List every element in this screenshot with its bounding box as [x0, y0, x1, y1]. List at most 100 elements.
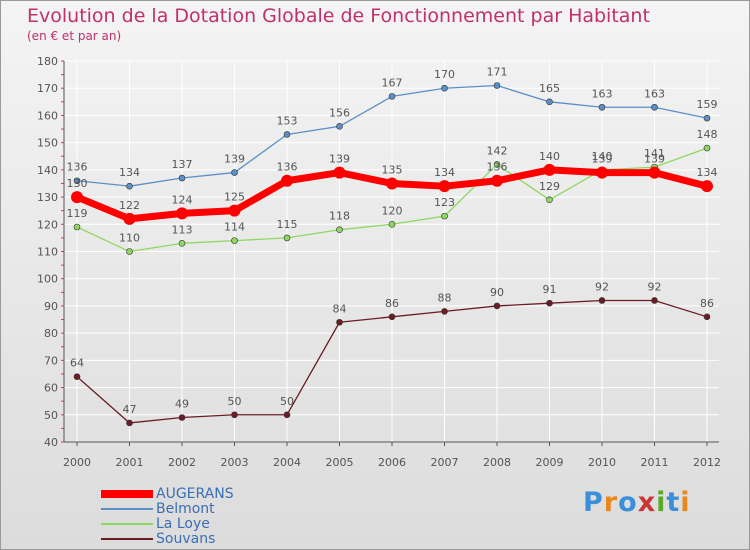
x-tick-label-2005: 2005 — [326, 456, 354, 469]
point-augerans-2008 — [491, 174, 503, 187]
x-tick-label-2011: 2011 — [641, 456, 669, 469]
data-label-souvans-2005: 84 — [333, 302, 347, 315]
y-tick-label-170: 170 — [37, 82, 58, 95]
point-belmont-2012 — [703, 114, 711, 122]
y-tick-label-180: 180 — [37, 55, 58, 68]
point-souvans-2002 — [178, 414, 186, 421]
point-souvans-2008 — [493, 302, 501, 310]
data-label-la-loye-2000: 119 — [67, 207, 88, 220]
logo-letter: r — [603, 487, 619, 518]
data-label-belmont-2001: 134 — [119, 166, 140, 179]
y-tick-label-130: 130 — [37, 191, 58, 204]
y-tick-label-150: 150 — [37, 137, 58, 150]
point-souvans-2005 — [336, 318, 343, 326]
axis-layer: 40 50 60 70 80 90 100 110 120 130 140 150 160 170 180 2… — [37, 55, 721, 469]
legend-swatch-souvans — [101, 538, 153, 540]
x-tick-label-2002: 2002 — [168, 456, 196, 469]
data-label-la-loye-2008: 142 — [487, 144, 508, 157]
data-label-la-loye-2003: 114 — [224, 221, 245, 234]
data-label-souvans-2000: 64 — [70, 357, 84, 370]
data-label-belmont-2011: 163 — [644, 87, 665, 100]
grid-layer — [64, 60, 719, 443]
legend-label-belmont: Belmont — [156, 501, 215, 517]
data-label-souvans-2007: 88 — [438, 291, 452, 304]
data-label-souvans-2008: 90 — [490, 286, 504, 299]
y-tick-label-50: 50 — [44, 409, 58, 422]
point-belmont-2000 — [73, 177, 81, 185]
data-label-souvans-2012: 86 — [700, 297, 714, 310]
point-augerans-2012 — [701, 180, 713, 193]
point-belmont-2009 — [546, 98, 553, 106]
logo-letter: t — [666, 487, 681, 518]
point-augerans-2002 — [176, 207, 188, 220]
point-augerans-2004 — [281, 174, 293, 187]
data-label-augerans-2008: 136 — [487, 161, 508, 174]
point-augerans-2000 — [71, 191, 83, 204]
data-label-belmont-2010: 163 — [592, 87, 613, 100]
data-label-augerans-2003: 125 — [224, 191, 245, 204]
data-label-augerans-2002: 124 — [172, 193, 193, 206]
x-tick-label-2000: 2000 — [63, 456, 91, 469]
point-belmont-2003 — [231, 169, 238, 176]
data-label-belmont-2007: 170 — [434, 68, 455, 81]
point-la-loye-2007 — [441, 212, 448, 220]
y-tick-label-110: 110 — [37, 246, 58, 259]
data-label-la-loye-2004: 115 — [277, 218, 298, 231]
point-belmont-2007 — [441, 84, 448, 92]
proxiti-logo: Proxiti — [583, 487, 691, 518]
point-belmont-2008 — [493, 82, 501, 89]
point-souvans-2010 — [598, 297, 606, 304]
data-label-souvans-2002: 49 — [175, 398, 189, 411]
point-la-loye-2012 — [703, 144, 711, 152]
point-la-loye-2003 — [231, 237, 238, 244]
legend-swatch-belmont — [101, 508, 153, 510]
data-label-la-loye-2005: 118 — [329, 210, 350, 223]
point-souvans-2000 — [73, 373, 81, 380]
x-tick-label-2010: 2010 — [588, 456, 616, 469]
y-tick-label-160: 160 — [37, 109, 58, 122]
point-augerans-2006 — [386, 177, 398, 190]
point-souvans-2007 — [441, 308, 448, 315]
data-label-la-loye-2007: 123 — [434, 196, 455, 209]
data-label-souvans-2004: 50 — [280, 395, 294, 408]
y-tick-label-90: 90 — [44, 300, 58, 313]
data-label-la-loye-2002: 113 — [172, 223, 193, 236]
y-tick-label-80: 80 — [44, 327, 58, 340]
data-label-la-loye-2006: 120 — [382, 204, 403, 217]
data-label-augerans-2012: 134 — [697, 166, 718, 179]
data-label-la-loye-2009: 129 — [539, 180, 560, 193]
data-label-belmont-2000: 136 — [67, 161, 88, 174]
legend-label-la-loye: La Loye — [156, 516, 210, 532]
y-tick-label-40: 40 — [44, 436, 58, 449]
data-label-augerans-2009: 140 — [539, 150, 560, 163]
x-tick-label-2012: 2012 — [693, 456, 721, 469]
data-label-layer: 64 47 49 50 50 84 86 88 90 91 92 92 86 119 110 113 114 11… — [67, 65, 718, 415]
point-augerans-2003 — [228, 204, 241, 217]
data-label-augerans-2001: 122 — [119, 199, 140, 212]
data-label-augerans-2006: 135 — [382, 163, 403, 176]
point-souvans-2006 — [388, 313, 396, 321]
data-label-belmont-2003: 139 — [224, 153, 245, 166]
x-tick-label-2007: 2007 — [431, 456, 459, 469]
point-la-loye-2001 — [126, 248, 133, 255]
y-tick-label-120: 120 — [37, 218, 58, 231]
data-label-souvans-2003: 50 — [228, 395, 242, 408]
data-label-augerans-2010: 139 — [592, 153, 613, 166]
data-label-belmont-2002: 137 — [172, 158, 193, 171]
point-souvans-2003 — [231, 411, 238, 419]
logo-letter: x — [637, 487, 657, 518]
x-tick-label-2006: 2006 — [378, 456, 406, 469]
legend-label-augerans: AUGERANS — [156, 486, 234, 502]
point-la-loye-2004 — [283, 234, 291, 242]
data-label-souvans-2006: 86 — [385, 297, 399, 310]
point-la-loye-2009 — [546, 196, 553, 204]
logo-letter: P — [583, 487, 604, 518]
data-label-augerans-2005: 139 — [329, 153, 350, 166]
y-tick-label-60: 60 — [44, 382, 58, 395]
point-augerans-2010 — [596, 166, 608, 179]
x-tick-label-2009: 2009 — [536, 456, 564, 469]
data-label-souvans-2010: 92 — [595, 280, 609, 293]
point-belmont-2001 — [126, 182, 133, 190]
point-belmont-2005 — [336, 123, 343, 130]
